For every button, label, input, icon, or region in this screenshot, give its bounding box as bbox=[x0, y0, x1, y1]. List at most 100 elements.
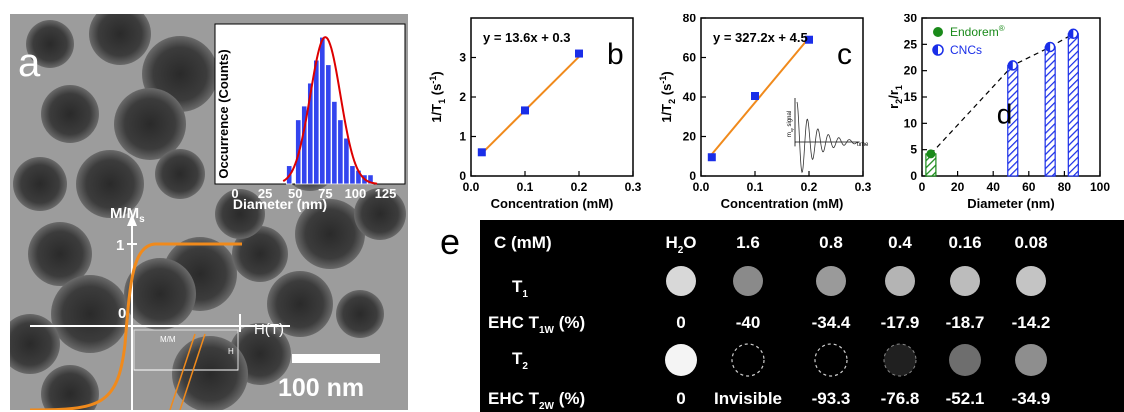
ehc-t1-value: -18.7 bbox=[946, 313, 985, 332]
hist-bar bbox=[325, 64, 332, 185]
nanoparticle-cluster bbox=[26, 20, 74, 68]
panel-label: c bbox=[837, 38, 852, 71]
inset-histogram: 0 25 50 75 100 125 Occurrence (Counts) Diamet… bbox=[214, 23, 406, 212]
legend-cncs-marker-half bbox=[933, 45, 938, 55]
x-tick-label: 40 bbox=[987, 180, 1001, 194]
hist-xtick: 75 bbox=[318, 186, 332, 201]
x-tick-label: 0.0 bbox=[463, 180, 480, 194]
row-header-concentration: C (mM) bbox=[494, 233, 552, 252]
y-tick-label: 2 bbox=[459, 90, 466, 104]
x-axis-label: Concentration (mM) bbox=[721, 196, 844, 211]
column-header: 0.4 bbox=[888, 233, 912, 252]
x-tick-label: 0.2 bbox=[801, 180, 818, 194]
fit-line bbox=[481, 56, 580, 155]
scale-bar-label: 100 nm bbox=[278, 374, 364, 402]
x-tick-label: 0.3 bbox=[625, 180, 642, 194]
x-tick-label: 100 bbox=[1090, 180, 1110, 194]
nanoparticle-cluster bbox=[28, 222, 92, 286]
ehc-t2-value: -76.8 bbox=[881, 389, 920, 408]
ehc-t1-value: -34.4 bbox=[812, 313, 851, 332]
mag-xlabel: H(T) bbox=[254, 321, 284, 338]
fid-ylabel: mxy signal bbox=[787, 111, 794, 137]
legend-endorem-label: Endorem® bbox=[950, 24, 1005, 39]
panel-a-label: a bbox=[18, 41, 41, 85]
column-header: 1.6 bbox=[736, 233, 760, 252]
t2-phantom bbox=[883, 343, 917, 377]
hist-bar bbox=[319, 36, 326, 185]
ehc-t2-value: -52.1 bbox=[946, 389, 985, 408]
x-tick-label: 0.2 bbox=[571, 180, 588, 194]
data-point bbox=[477, 148, 486, 157]
t2-phantom bbox=[949, 344, 981, 376]
x-tick-label: 80 bbox=[1058, 180, 1072, 194]
data-point bbox=[521, 106, 529, 115]
y-tick-label: 5 bbox=[910, 143, 917, 157]
mag-ylabel: M/Ms bbox=[110, 205, 145, 225]
fid-signal bbox=[796, 101, 858, 174]
hist-bar bbox=[331, 101, 338, 185]
row-header-t2: T2 bbox=[512, 349, 528, 372]
ehc-t2-value: 0 bbox=[676, 389, 685, 408]
hist-xtick: 25 bbox=[258, 186, 272, 201]
plot-frame bbox=[700, 17, 864, 177]
fid-xlabel: time bbox=[857, 142, 869, 148]
fit-line bbox=[711, 37, 810, 155]
nanoparticle-cluster bbox=[336, 290, 384, 338]
trend-line bbox=[930, 33, 1074, 155]
y-tick-label: 3 bbox=[459, 51, 466, 65]
x-tick-label: 0.3 bbox=[855, 180, 872, 194]
t1-phantom bbox=[950, 266, 980, 296]
data-point bbox=[707, 153, 716, 162]
hist-xtick: 100 bbox=[345, 186, 367, 201]
x-tick-label: 0 bbox=[919, 180, 926, 194]
y-tick-label: 1 bbox=[459, 130, 466, 144]
legend-cncs-label: CNCs bbox=[950, 43, 982, 57]
y-tick-label: 10 bbox=[904, 116, 918, 130]
panel-a-tem-image: a 0 25 50 75 100 125 Occurrence (Counts) Diam… bbox=[10, 14, 408, 410]
y-tick-label: 25 bbox=[904, 37, 918, 51]
x-tick-label: 0.1 bbox=[747, 180, 764, 194]
nanoparticle-cluster bbox=[232, 226, 288, 282]
x-tick-label: 60 bbox=[1022, 180, 1036, 194]
hist-bar bbox=[307, 82, 314, 185]
nanoparticle-cluster bbox=[354, 188, 406, 240]
mri-background bbox=[480, 220, 1124, 412]
ehc-t1-value: -14.2 bbox=[1012, 313, 1051, 332]
panel-label: d bbox=[997, 98, 1013, 129]
t2-phantom-invisible bbox=[814, 343, 848, 377]
hist-xlabel: Diameter (nm) bbox=[233, 196, 327, 212]
hist-bar bbox=[367, 174, 374, 185]
nanoparticle-cluster bbox=[295, 199, 365, 269]
marker-endorem bbox=[926, 149, 936, 159]
data-point bbox=[751, 92, 759, 101]
data-point bbox=[805, 35, 813, 44]
nanoparticle-cluster bbox=[13, 157, 67, 211]
nanoparticle-cluster bbox=[155, 149, 205, 199]
nanoparticle-cluster bbox=[114, 88, 186, 160]
hist-xtick: 0 bbox=[231, 186, 238, 201]
hist-ylabel: Occurrence (Counts) bbox=[216, 49, 231, 178]
fit-equation: y = 327.2x + 4.5 bbox=[713, 30, 808, 45]
mag-origin: 0 bbox=[118, 305, 126, 322]
t1-phantom bbox=[816, 266, 846, 296]
t1-phantom bbox=[1016, 266, 1046, 296]
t2-phantom-invisible bbox=[731, 343, 765, 377]
plot-frame bbox=[470, 17, 634, 177]
y-axis-label: r2/r1 bbox=[888, 85, 904, 109]
nanoparticle-cluster bbox=[215, 189, 265, 239]
y-tick-label: 0 bbox=[910, 169, 917, 183]
fit-equation: y = 13.6x + 0.3 bbox=[483, 30, 570, 45]
column-header: 0.8 bbox=[819, 233, 843, 252]
hist-bar bbox=[313, 59, 320, 185]
y-tick-label: 20 bbox=[683, 130, 697, 144]
nanoparticle-cluster bbox=[124, 258, 196, 330]
magnetization-curve bbox=[29, 242, 242, 410]
mag-zoom-label: M/M bbox=[160, 335, 176, 344]
column-header: 0.08 bbox=[1014, 233, 1047, 252]
panel-b-chart: 0.0 0.1 0.2 0.3 0 1 2 3 Concentration (mM) 1/T1 (… bbox=[428, 17, 642, 211]
marker-cncs-half bbox=[1068, 29, 1074, 39]
bar-cncs bbox=[1067, 33, 1079, 177]
legend-endorem-marker bbox=[933, 27, 943, 37]
column-header: 0.16 bbox=[948, 233, 981, 252]
x-tick-label: 0.1 bbox=[517, 180, 534, 194]
